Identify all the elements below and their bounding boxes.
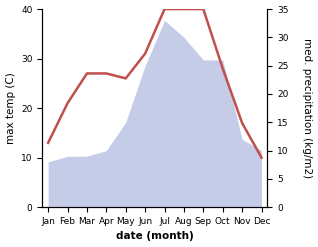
Y-axis label: max temp (C): max temp (C) <box>5 72 16 144</box>
X-axis label: date (month): date (month) <box>116 231 194 242</box>
Y-axis label: med. precipitation (kg/m2): med. precipitation (kg/m2) <box>302 38 313 178</box>
